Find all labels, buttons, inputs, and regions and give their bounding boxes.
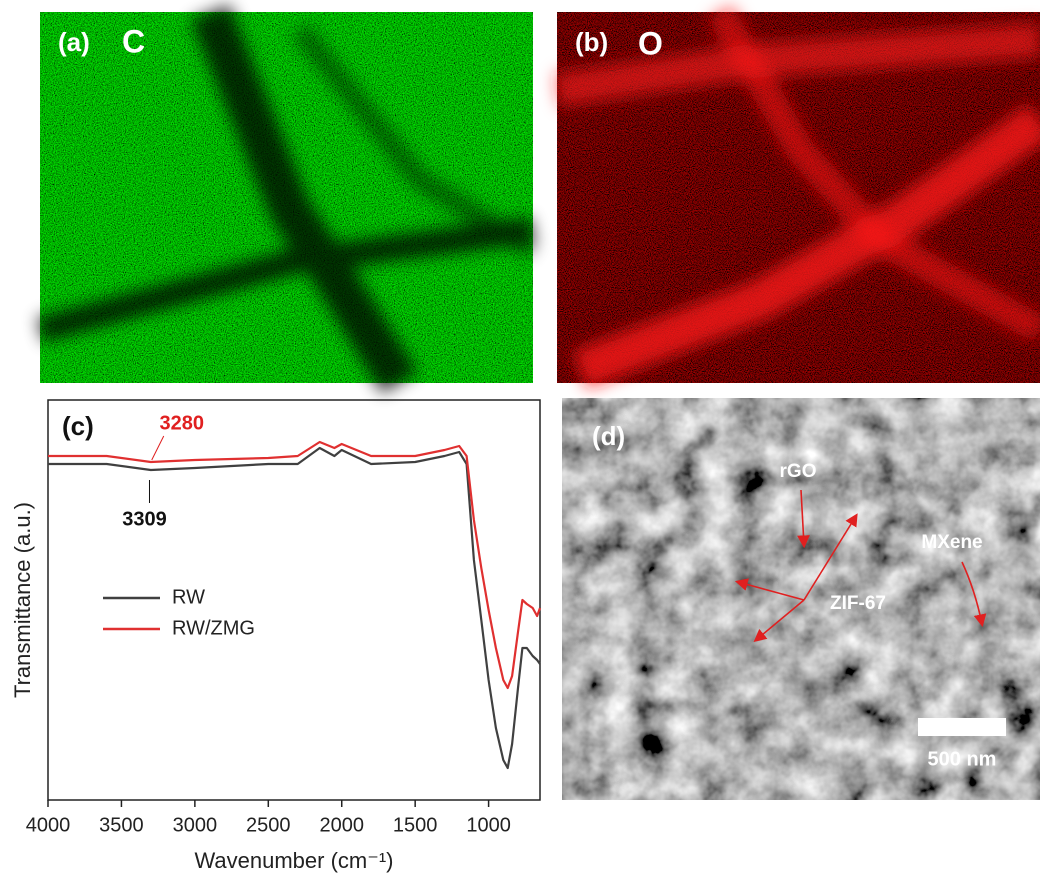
panel-c: (c) Wavenumber (cm⁻¹) Transmittance (a.u… — [10, 400, 540, 873]
annotation-leader — [152, 436, 164, 460]
x-tick-label: 1500 — [393, 814, 438, 836]
peak-annotation: 3280 — [159, 412, 204, 434]
x-tick-label: 2500 — [246, 814, 291, 836]
panel-label: (c) — [62, 411, 94, 441]
legend-label: RW/ZMG — [172, 617, 255, 639]
annotation: MXene — [921, 532, 982, 553]
panel-label: (a) — [58, 27, 90, 57]
panel-d: (d) rGO MXene ZIF-67 500 nm — [562, 398, 1040, 800]
legend-label: RW — [172, 586, 205, 608]
annotation: ZIF-67 — [830, 593, 886, 614]
x-axis-label: Wavenumber (cm⁻¹) — [194, 848, 393, 873]
panel-b: (b) O — [557, 12, 1040, 383]
x-tick-label: 3500 — [99, 814, 144, 836]
panel-label: (d) — [592, 421, 625, 451]
x-tick-label: 1000 — [466, 814, 511, 836]
annotation: rGO — [780, 461, 817, 482]
element-label: C — [122, 23, 145, 59]
y-axis-label: Transmittance (a.u.) — [10, 502, 35, 698]
scale-bar-label: 500 nm — [928, 748, 997, 770]
series-line — [48, 442, 540, 688]
panel-a: (a) C — [40, 12, 533, 383]
x-tick-label: 3000 — [173, 814, 218, 836]
figure: (a) C (b) O (d) rGO MXene ZIF-67 500 nm — [0, 0, 1040, 884]
panel-label: (b) — [575, 27, 608, 57]
x-tick-label: 4000 — [26, 814, 71, 836]
series-line — [48, 448, 540, 768]
page: {"panels": { "a": {"label": "(a)", "elem… — [0, 0, 1040, 884]
scale-bar — [918, 718, 1006, 736]
element-label: O — [638, 25, 663, 61]
peak-annotation: 3309 — [122, 508, 167, 530]
x-tick-label: 2000 — [319, 814, 364, 836]
